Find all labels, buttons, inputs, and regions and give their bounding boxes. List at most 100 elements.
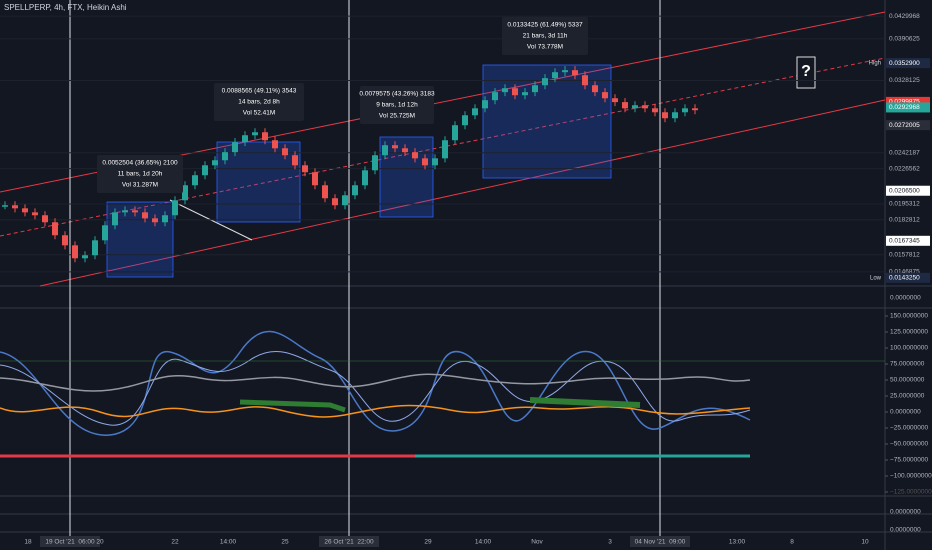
symbol-title: SPELLPERP, 4h, FTX, Heikin Ashi [4,3,127,12]
candle [622,102,628,109]
candle [582,75,588,86]
indicator-tick-label: 75.0000000 [890,361,925,368]
y-tick-label: 0.0226562 [889,165,920,172]
candle [302,165,308,173]
candle [12,205,18,209]
candle [102,225,108,241]
candle [652,108,658,113]
candle [182,185,188,201]
candle [112,212,118,226]
measure-text: 0.0079575 (43.26%) 3183 [359,91,435,98]
candle [162,215,168,223]
candle [542,78,548,86]
time-highlight [630,536,690,547]
price-tag-label: 0.0167345 [889,238,920,245]
candle [142,212,148,219]
x-tick-label: 25 [281,539,289,546]
candle [82,255,88,259]
x-tick-label: 18 [24,539,32,546]
x-tick-label: 8 [790,539,794,546]
measure-text: Vol 52.41M [243,110,276,117]
price-tag-label: 0.0272005 [889,122,920,129]
candle [562,70,568,73]
price-tag [886,272,930,283]
y-tick-label: 0.0242187 [889,149,920,156]
candle [2,205,8,207]
candle [232,142,238,153]
candle [592,85,598,93]
measure-label: 0.0133425 (61.49%) 5337 21 bars, 3d 11h Vo… [502,17,588,55]
candle [482,100,488,109]
candle [602,92,608,99]
x-tick-label: 29 [424,539,432,546]
candle [272,140,278,149]
candle [72,245,78,259]
x-tick-label: 13:00 [729,539,746,546]
measure-text: Vol 31.287M [122,182,158,189]
price-tag-label: 0.0206500 [889,187,920,194]
measure-text: Vol 73.778M [527,44,563,51]
panel-zero-label: 0.0000000 [890,527,921,534]
price-tag [886,96,930,107]
candle [452,125,458,141]
x-tick-label: 20 [96,539,104,546]
price-tag-label: 0.0292968 [889,104,920,111]
candle [122,210,128,213]
measure-text: 11 bars, 1d 20h [118,171,163,178]
x-tick-label: 04 Nov '21 09:00 [635,539,686,546]
price-tag-label: 0.0299875 [889,99,920,106]
indicator-lines [0,330,885,458]
measure-label: 0.0052504 (36.65%) 2100 11 bars, 1d 20h Vo… [97,155,183,193]
candle [682,108,688,113]
x-tick-label: 19 Oct '21 06:00 [45,539,95,546]
indicator-tick-label: −75.0000000 [890,457,929,464]
candle [202,165,208,176]
price-tag [886,235,930,246]
measure-text: 9 bars, 1d 12h [376,102,418,109]
x-tick-label: 10 [861,539,869,546]
candle [532,85,538,93]
price-tag [886,120,930,131]
candle [442,140,448,159]
candle [632,105,638,109]
candle [222,152,228,161]
candle [262,132,268,141]
candle [42,215,48,223]
candle [372,155,378,171]
measure-text: 0.0133425 (61.49%) 5337 [507,22,583,29]
candle [472,108,478,116]
x-tick-label: 3 [608,539,612,546]
x-tick-label: 26 Oct '21 22:00 [324,539,374,546]
candle [32,212,38,216]
indicator-tick-label: −125.0000000 [890,489,932,496]
candle [552,72,558,79]
indicator-tick-label: 25.0000000 [890,393,925,400]
candle [512,88,518,96]
candle [522,92,528,96]
price-tag [886,58,930,69]
candle [342,195,348,206]
candle [462,115,468,126]
candle [332,198,338,206]
candle [152,218,158,223]
indicator-tick-label: 0.0000000 [890,409,921,416]
panel-zero-label: 0.0000000 [890,509,921,516]
candle [92,240,98,256]
indicator-tick-label: −25.0000000 [890,425,929,432]
measure-text: Vol 25.725M [379,113,415,120]
y-tick-label: 0.0146875 [889,269,920,276]
indicator-tick-label: 50.0000000 [890,377,925,384]
x-tick-label: Nov [531,539,543,546]
candle [242,135,248,143]
y-tick-label: 0.0182812 [889,216,920,223]
panel-zero-label: 0.0000000 [890,295,921,302]
candle [402,148,408,153]
price-tag-label: 0.0143250 [889,275,920,282]
y-tick-label: 0.0328125 [889,77,920,84]
candle [132,210,138,213]
measure-text: 0.0088565 (49.11%) 3543 [222,88,297,95]
measure-label: 0.0088565 (49.11%) 3543 14 bars, 2d 8h Vol… [214,83,304,121]
